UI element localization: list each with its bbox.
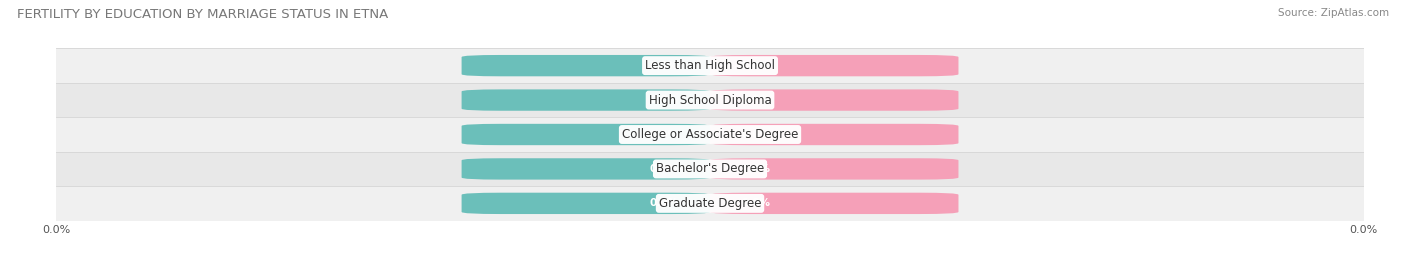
Text: Graduate Degree: Graduate Degree [659,197,761,210]
FancyBboxPatch shape [710,55,959,76]
Text: 0.0%: 0.0% [650,129,679,140]
Text: Less than High School: Less than High School [645,59,775,72]
Text: 0.0%: 0.0% [741,95,770,105]
Text: 0.0%: 0.0% [650,61,679,71]
Text: High School Diploma: High School Diploma [648,94,772,107]
FancyBboxPatch shape [461,193,710,214]
Text: 0.0%: 0.0% [650,95,679,105]
Text: 0.0%: 0.0% [741,129,770,140]
Bar [56,83,1364,117]
Bar [56,48,1364,83]
Text: Bachelor's Degree: Bachelor's Degree [657,162,763,175]
Bar [56,152,1364,186]
FancyBboxPatch shape [710,124,959,145]
Bar [56,117,1364,152]
Text: 0.0%: 0.0% [741,164,770,174]
Text: 0.0%: 0.0% [650,198,679,208]
Text: Source: ZipAtlas.com: Source: ZipAtlas.com [1278,8,1389,18]
Text: College or Associate's Degree: College or Associate's Degree [621,128,799,141]
FancyBboxPatch shape [461,89,710,111]
FancyBboxPatch shape [710,158,959,180]
Text: 0.0%: 0.0% [650,164,679,174]
Text: 0.0%: 0.0% [741,198,770,208]
Text: FERTILITY BY EDUCATION BY MARRIAGE STATUS IN ETNA: FERTILITY BY EDUCATION BY MARRIAGE STATU… [17,8,388,21]
FancyBboxPatch shape [710,89,959,111]
FancyBboxPatch shape [710,193,959,214]
FancyBboxPatch shape [461,124,710,145]
FancyBboxPatch shape [461,55,710,76]
FancyBboxPatch shape [461,158,710,180]
Bar [56,186,1364,221]
Text: 0.0%: 0.0% [741,61,770,71]
